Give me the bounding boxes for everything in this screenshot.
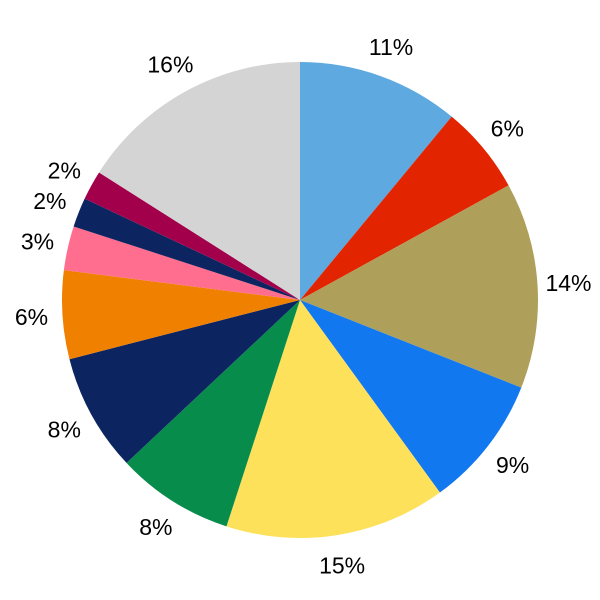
svg-text:2%: 2% (48, 157, 81, 183)
svg-text:2%: 2% (33, 188, 66, 214)
svg-text:14%: 14% (545, 270, 591, 296)
svg-text:16%: 16% (147, 51, 193, 77)
svg-text:6%: 6% (15, 304, 48, 330)
svg-text:6%: 6% (491, 116, 524, 142)
svg-text:8%: 8% (48, 417, 81, 443)
svg-text:3%: 3% (21, 228, 54, 254)
svg-text:15%: 15% (319, 553, 365, 579)
svg-text:8%: 8% (139, 514, 172, 540)
svg-text:11%: 11% (369, 34, 413, 60)
svg-text:9%: 9% (496, 452, 529, 478)
